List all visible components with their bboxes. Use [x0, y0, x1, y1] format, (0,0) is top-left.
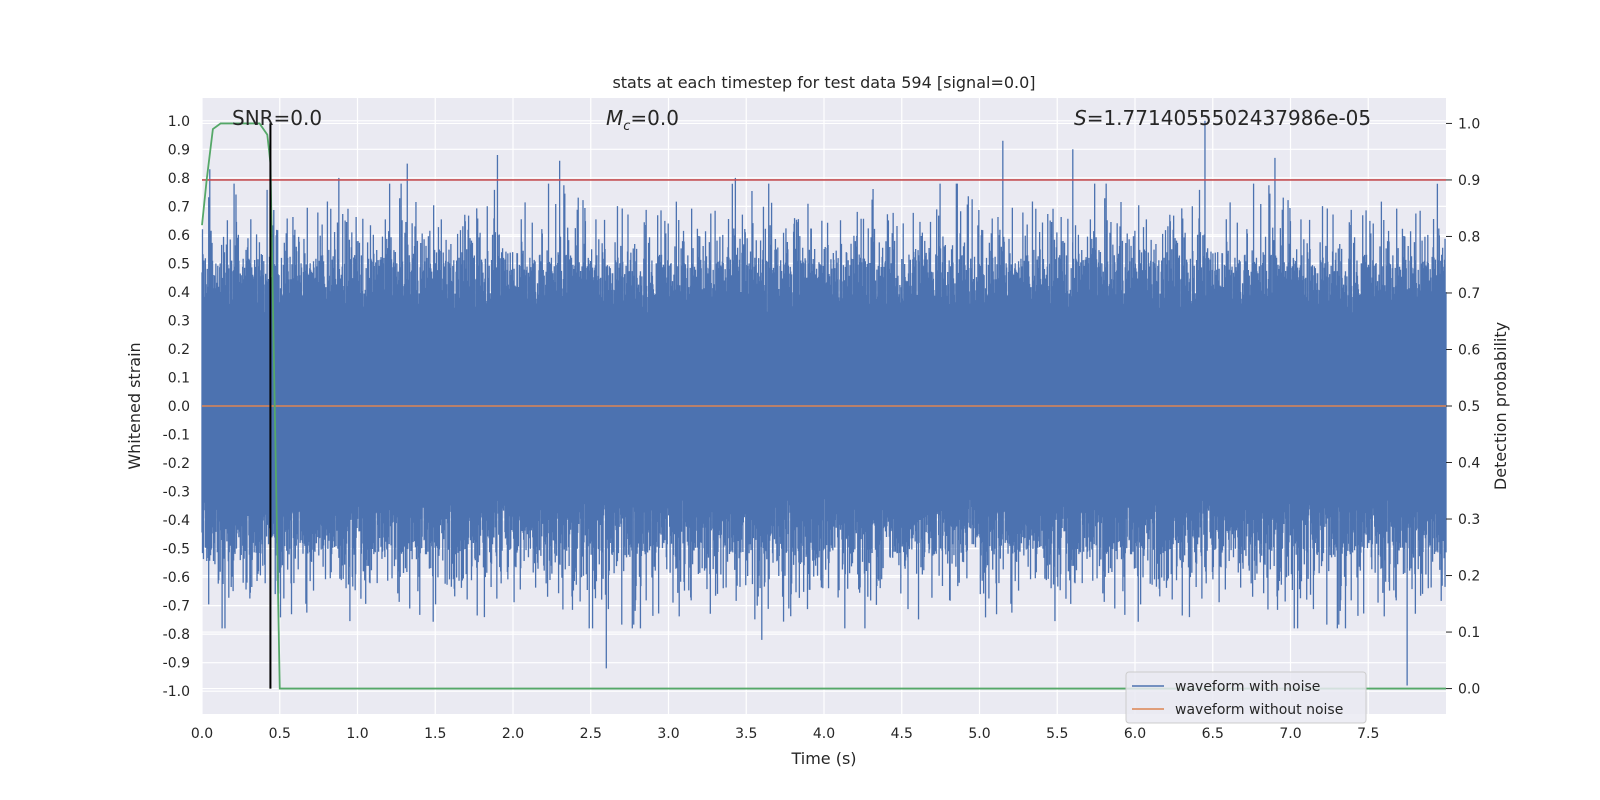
- chart-title: stats at each timestep for test data 594…: [612, 73, 1035, 92]
- x-tick-label: 0.5: [269, 726, 291, 742]
- y-tick-label: 0.9: [168, 142, 190, 158]
- s-annotation: S=1.7714055502437986e-05: [1074, 106, 1371, 130]
- y-tick-label: 1.0: [168, 114, 190, 130]
- y-right-tick-label: 0.0: [1458, 682, 1480, 698]
- y-right-tick-label: 0.9: [1458, 173, 1480, 189]
- y-tick-label: 0.0: [168, 399, 190, 415]
- y-tick-label: -0.6: [163, 570, 190, 586]
- y-tick-label: 0.4: [168, 285, 190, 301]
- y-tick-label: -1.0: [163, 684, 190, 700]
- noise-series: [201, 120, 1447, 686]
- x-tick-label: 2.5: [580, 726, 602, 742]
- x-tick-label: 6.5: [1202, 726, 1224, 742]
- legend-label-noise: waveform with noise: [1175, 679, 1320, 695]
- snr-annotation: SNR=0.0: [232, 106, 322, 130]
- x-tick-label: 3.0: [657, 726, 679, 742]
- ticks: 0.0 0.5 1.0 1.5 2.0 2.5 3.0 3.5 4.0 4.5 5.0 5.5 6.0 6…: [163, 114, 1481, 742]
- legend-label-clean: waveform without noise: [1175, 702, 1343, 718]
- x-tick-label: 3.5: [735, 726, 757, 742]
- x-tick-label: 2.0: [502, 726, 524, 742]
- y-axis-label: Whitened strain: [125, 342, 144, 469]
- y-right-tick-label: 0.1: [1458, 625, 1480, 641]
- x-tick-label: 4.0: [813, 726, 835, 742]
- y-tick-label: 0.8: [168, 171, 190, 187]
- y-tick-label: -0.4: [163, 513, 190, 529]
- y-right-tick-label: 1.0: [1458, 116, 1480, 132]
- x-tick-label: 6.0: [1124, 726, 1146, 742]
- x-tick-label: 1.5: [424, 726, 446, 742]
- x-tick-label: 7.0: [1279, 726, 1301, 742]
- y-tick-label: -0.8: [163, 627, 190, 643]
- y-tick-label: 0.5: [168, 256, 190, 272]
- y-tick-label: -0.7: [163, 599, 190, 615]
- y-right-tick-label: 0.6: [1458, 342, 1480, 358]
- x-tick-label: 5.0: [968, 726, 990, 742]
- y-tick-label: 0.3: [168, 313, 190, 329]
- y-tick-label: -0.3: [163, 485, 190, 501]
- y-tick-label: -0.1: [163, 428, 190, 444]
- legend: waveform with noise waveform without noi…: [1125, 671, 1367, 724]
- y-right-tick-label: 0.5: [1458, 399, 1480, 415]
- x-tick-label: 7.5: [1357, 726, 1379, 742]
- x-axis-label: Time (s): [790, 749, 856, 768]
- x-tick-label: 1.0: [346, 726, 368, 742]
- y-right-tick-label: 0.2: [1458, 569, 1480, 585]
- x-tick-label: 4.5: [891, 726, 913, 742]
- y-right-tick-label: 0.7: [1458, 286, 1480, 302]
- y-tick-label: 0.1: [168, 370, 190, 386]
- x-tick-label: 5.5: [1046, 726, 1068, 742]
- legend-box: [1125, 671, 1367, 724]
- y-right-tick-label: 0.4: [1458, 456, 1480, 472]
- y-tick-label: 0.2: [168, 342, 190, 358]
- y-right-tick-label: 0.8: [1458, 229, 1480, 245]
- y-tick-label: 0.6: [168, 228, 190, 244]
- probability-series: [201, 122, 1446, 690]
- y-tick-label: -0.5: [163, 542, 190, 558]
- noise-waveform: [201, 120, 1447, 686]
- chirp-mass-annotation: Mc=0.0: [606, 106, 679, 134]
- y-tick-label: -0.2: [163, 456, 190, 472]
- y-right-tick-label: 0.3: [1458, 512, 1480, 528]
- x-tick-label: 0.0: [191, 726, 213, 742]
- overlay: [201, 122, 1446, 690]
- y-tick-label: -0.9: [163, 656, 190, 672]
- y-tick-label: 0.7: [168, 199, 190, 215]
- y-axis-label-right: Detection probability: [1491, 322, 1510, 490]
